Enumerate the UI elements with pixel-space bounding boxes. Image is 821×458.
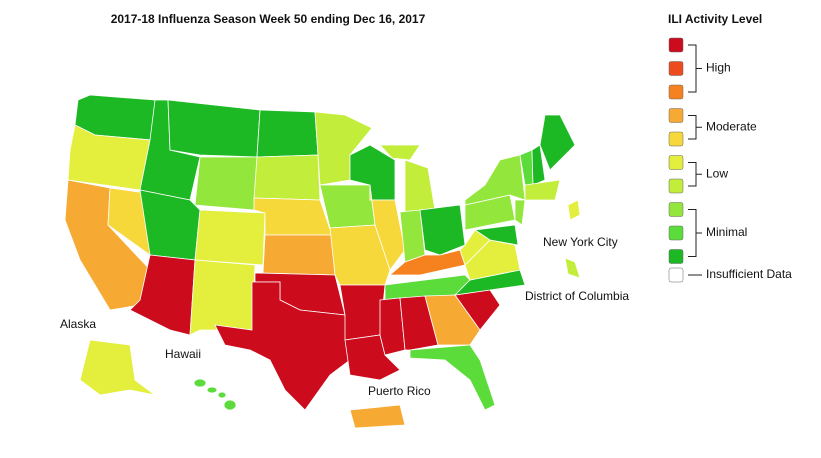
state (473, 224, 519, 246)
state (424, 294, 481, 346)
legend-bracket (688, 115, 702, 140)
state (349, 404, 406, 429)
map-label: Hawaii (165, 347, 201, 361)
state (79, 339, 156, 396)
state (214, 281, 351, 411)
state (217, 391, 227, 399)
legend-label: Moderate (706, 119, 757, 133)
legend-swatch (668, 108, 684, 123)
map-label: District of Columbia (525, 289, 629, 303)
state (531, 144, 546, 186)
map-label: Puerto Rico (368, 384, 431, 398)
legend-label: High (706, 61, 731, 75)
legend-swatch (668, 267, 684, 283)
legend-title: ILI Activity Level (668, 12, 762, 26)
state (139, 189, 201, 261)
state (189, 259, 256, 336)
legend-swatch (668, 202, 684, 217)
state (514, 199, 526, 226)
state (419, 204, 466, 256)
state (223, 399, 237, 411)
legend-bracket (688, 44, 702, 93)
state (379, 144, 421, 161)
state (194, 156, 258, 211)
state (564, 257, 581, 279)
state (193, 378, 207, 388)
state (404, 159, 436, 213)
state (409, 344, 496, 411)
state (253, 197, 333, 236)
map-label: New York City (543, 235, 618, 249)
legend-swatch (668, 84, 684, 100)
legend-swatch (668, 37, 684, 53)
state (388, 249, 466, 276)
state (206, 386, 218, 394)
state (567, 199, 581, 221)
legend-label: Low (706, 166, 728, 180)
legend-swatch (668, 225, 684, 241)
state (339, 284, 386, 341)
legend-label: Insufficient Data (706, 267, 792, 281)
legend-label: Minimal (706, 225, 747, 239)
map-label: Alaska (60, 317, 96, 331)
legend-bracket (688, 162, 702, 187)
state (524, 179, 561, 201)
us-map (64, 94, 581, 429)
legend-swatch (668, 155, 684, 170)
legend-swatch (668, 178, 684, 194)
state (369, 184, 406, 271)
state (379, 297, 406, 356)
legend: ILI Activity Level High Moderate Low Minima… (668, 12, 792, 283)
legend-swatch (668, 61, 684, 76)
state (256, 109, 319, 158)
map-labels: Alaska Hawaii New York City District of Col… (60, 235, 629, 398)
state (253, 154, 321, 201)
legend-swatch (668, 131, 684, 147)
state (262, 234, 336, 276)
state (453, 269, 526, 296)
legend-bracket (688, 209, 702, 257)
state (167, 99, 261, 158)
map-title: 2017-18 Influenza Season Week 50 ending … (111, 12, 426, 26)
state (319, 184, 376, 229)
legend-swatch (668, 249, 684, 264)
state (194, 209, 266, 266)
state (464, 154, 526, 206)
state (539, 114, 576, 171)
